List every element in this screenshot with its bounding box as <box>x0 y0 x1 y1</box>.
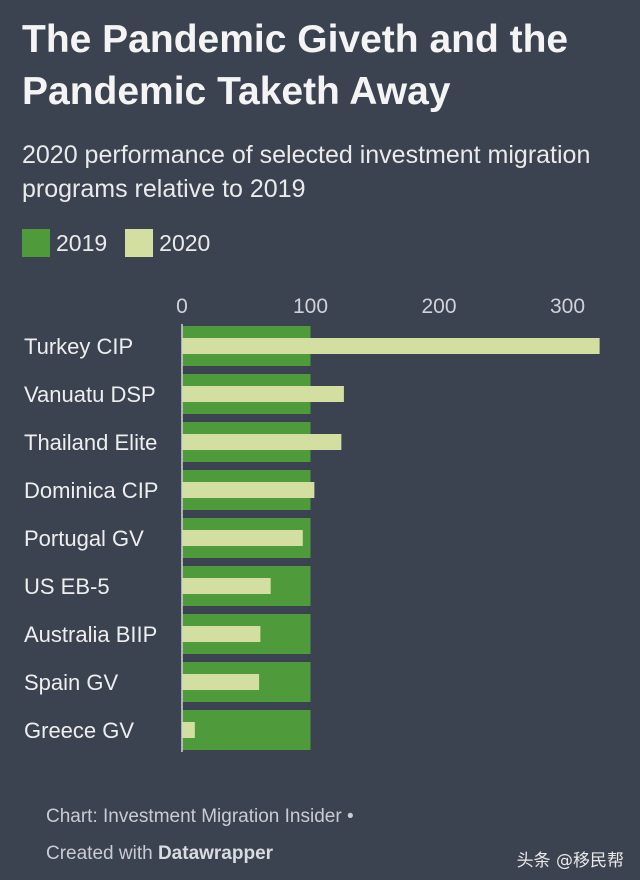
category-label-turkey-cip: Turkey CIP <box>24 334 133 359</box>
category-label-vanuatu-dsp: Vanuatu DSP <box>24 382 156 407</box>
category-label-australia-biip: Australia BIIP <box>24 622 157 647</box>
legend-swatch-2020 <box>125 229 154 257</box>
chart-legend: 2019 2020 <box>22 229 228 257</box>
legend-label-2020: 2020 <box>159 229 211 256</box>
credit-tool: Datawrapper <box>157 843 274 864</box>
bar-2020-spain-gv <box>182 674 260 690</box>
category-label-us-eb-5: US EB-5 <box>24 574 110 599</box>
legend-swatch-2019 <box>22 229 50 257</box>
legend-item-2020: 2020 <box>125 229 210 257</box>
bar-2020-turkey-cip <box>182 338 600 354</box>
chart-credit: Created with Datawrapper <box>46 843 273 865</box>
x-tick-label-300: 300 <box>550 295 585 318</box>
x-tick-label-200: 200 <box>421 295 456 318</box>
bar-2020-portugal-gv <box>182 530 303 546</box>
bar-2020-dominica-cip <box>182 482 315 498</box>
bar-2020-us-eb-5 <box>182 578 271 594</box>
bar-2020-australia-biip <box>182 626 261 642</box>
chart-title: The Pandemic Giveth and the Pandemic Tak… <box>22 18 569 113</box>
category-label-dominica-cip: Dominica CIP <box>24 478 158 503</box>
chart-source: Chart: Investment Migration Insider • <box>46 806 354 827</box>
bar-2020-thailand-elite <box>182 434 342 450</box>
category-label-thailand-elite: Thailand Elite <box>24 430 157 455</box>
x-tick-label-100: 100 <box>293 295 328 318</box>
bar-2020-greece-gv <box>182 722 195 738</box>
bar-2019-greece-gv <box>182 710 311 750</box>
bar-chart: 0 100 200 300 Turkey CIP Vanuatu DSP Thailand … <box>24 295 600 752</box>
bar-2020-vanuatu-dsp <box>182 386 344 402</box>
legend-label-2019: 2019 <box>56 229 108 256</box>
watermark: 头条 @移民帮 <box>516 851 624 871</box>
credit-prefix: Created with <box>46 843 153 864</box>
category-label-greece-gv: Greece GV <box>24 718 134 743</box>
legend-item-2019: 2019 <box>22 229 107 257</box>
category-label-spain-gv: Spain GV <box>24 670 118 695</box>
x-tick-label-0: 0 <box>176 295 188 318</box>
category-label-portugal-gv: Portugal GV <box>24 526 144 551</box>
chart-subtitle: 2020 performance of selected investment … <box>22 141 591 203</box>
